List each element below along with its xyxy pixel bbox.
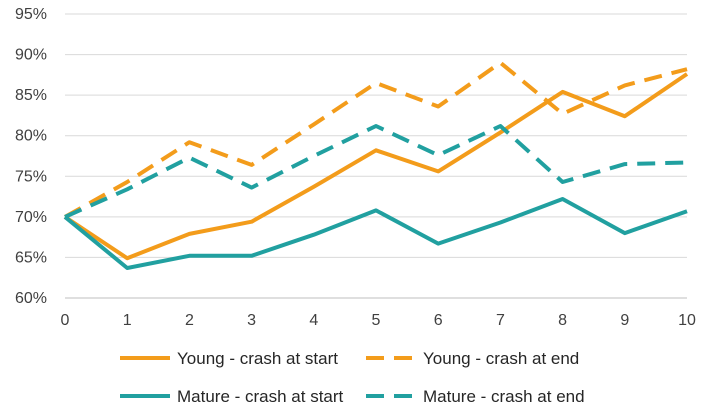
y-tick-label: 65% [15,249,47,266]
x-tick-label: 6 [434,312,443,329]
series-line [64,60,688,219]
series-line [64,124,688,219]
series-line [63,72,689,261]
x-tick-label: 2 [185,312,194,329]
x-tick-label: 9 [620,312,629,329]
series-line [63,197,688,270]
y-tick-label: 75% [15,168,47,185]
legend-label: Mature - crash at end [423,387,585,406]
legend-label: Young - crash at end [423,349,579,368]
x-tick-label: 4 [309,312,318,329]
y-tick-label: 60% [15,290,47,307]
x-tick-label: 10 [678,312,696,329]
y-axis-ticks: 60% 65% 70% 75% 80% 85% 90% 95% [15,6,47,307]
x-axis-ticks: 0 1 2 3 4 5 6 7 8 9 10 [61,312,696,329]
y-tick-label: 80% [15,128,47,145]
x-tick-label: 1 [123,312,132,329]
x-tick-label: 0 [61,312,70,329]
x-tick-label: 3 [247,312,256,329]
legend: Young - crash at start Young - crash at e… [120,349,585,406]
legend-label: Young - crash at start [177,349,338,368]
y-tick-label: 95% [15,6,47,23]
legend-label: Mature - crash at start [177,387,344,406]
gridlines [65,13,687,299]
y-tick-label: 85% [15,87,47,104]
y-tick-label: 90% [15,47,47,64]
x-tick-label: 8 [558,312,567,329]
x-tick-label: 5 [372,312,381,329]
x-tick-label: 7 [496,312,505,329]
series-lines [63,60,689,270]
y-tick-label: 70% [15,209,47,226]
